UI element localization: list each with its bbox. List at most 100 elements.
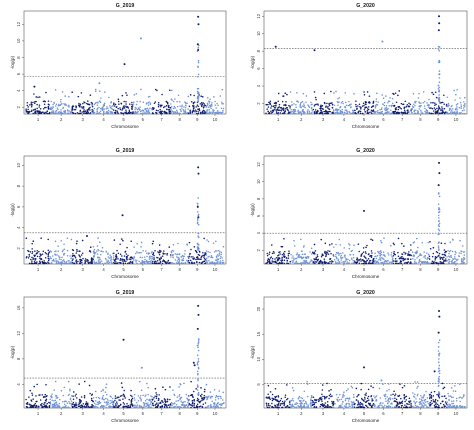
- snp-point: [154, 88, 157, 91]
- snp-point: [274, 104, 276, 107]
- snp-points: [265, 15, 466, 115]
- snp-point: [354, 261, 356, 264]
- snp-point: [111, 262, 113, 265]
- snp-point: [446, 403, 449, 406]
- snp-point: [173, 393, 175, 396]
- snp-point: [401, 386, 404, 389]
- snp-point: [50, 111, 53, 114]
- snp-point: [142, 406, 145, 408]
- snp-point: [217, 111, 219, 113]
- snp-point: [193, 246, 196, 248]
- snp-point: [218, 252, 221, 255]
- snp-point: [194, 110, 196, 113]
- snp-point: [403, 406, 405, 409]
- snp-point: [409, 103, 412, 106]
- snp-point: [332, 402, 335, 404]
- snp-point: [456, 88, 458, 91]
- snp-point: [350, 257, 353, 259]
- snp-point: [184, 406, 186, 408]
- snp-point: [358, 262, 361, 264]
- snp-point: [459, 400, 461, 403]
- snp-point: [428, 255, 431, 258]
- snp-point: [427, 112, 429, 115]
- snp-peak-point: [438, 73, 440, 76]
- snp-point: [406, 105, 408, 108]
- snp-point: [436, 111, 439, 114]
- snp-point: [57, 396, 59, 399]
- snp-point: [414, 393, 416, 396]
- snp-point: [341, 403, 343, 405]
- snp-point: [439, 261, 441, 263]
- snp-point: [286, 262, 288, 264]
- snp-point: [150, 401, 152, 404]
- snp-point: [60, 261, 62, 263]
- snp-point: [117, 258, 119, 260]
- snp-point: [347, 400, 350, 402]
- snp-point: [107, 109, 110, 112]
- snp-point: [148, 258, 151, 260]
- snp-point: [146, 398, 148, 401]
- snp-point: [456, 106, 458, 108]
- snp-point: [390, 251, 393, 254]
- snp-point: [295, 406, 298, 409]
- snp-point: [282, 252, 285, 255]
- snp-point: [426, 258, 428, 260]
- snp-point: [93, 112, 95, 114]
- snp-point: [365, 246, 367, 249]
- snp-point: [366, 259, 368, 261]
- snp-point: [183, 404, 186, 406]
- snp-point: [27, 112, 29, 114]
- snp-point: [305, 95, 308, 97]
- snp-point: [432, 93, 435, 96]
- snp-point: [324, 402, 327, 404]
- snp-point: [41, 402, 43, 405]
- snp-point: [66, 237, 69, 240]
- snp-point: [460, 260, 463, 262]
- snp-point: [362, 251, 365, 253]
- snp-point: [52, 255, 54, 257]
- snp-point: [372, 260, 374, 262]
- snp-point: [361, 252, 364, 255]
- snp-point: [86, 102, 88, 105]
- snp-point: [281, 402, 283, 405]
- snp-point: [364, 256, 366, 258]
- snp-point: [439, 102, 441, 104]
- snp-point: [168, 112, 170, 114]
- snp-point: [64, 262, 66, 265]
- snp-point: [69, 111, 72, 114]
- snp-point: [327, 250, 329, 252]
- snp-point: [303, 390, 306, 392]
- snp-point: [423, 105, 426, 107]
- snp-point: [299, 256, 301, 258]
- snp-point: [116, 406, 118, 409]
- snp-point: [407, 253, 410, 255]
- snp-point: [55, 260, 58, 262]
- snp-point: [382, 97, 385, 100]
- snp-point: [382, 103, 384, 106]
- snp-point: [403, 384, 406, 387]
- snp-point: [200, 262, 202, 264]
- snp-point: [370, 255, 373, 257]
- significant-snp-point: [192, 361, 195, 364]
- snp-point: [449, 241, 452, 244]
- snp-point: [358, 393, 360, 396]
- snp-point: [459, 112, 462, 115]
- snp-point: [57, 245, 59, 247]
- snp-point: [152, 398, 154, 400]
- snp-point: [386, 262, 389, 265]
- snp-point: [313, 403, 315, 406]
- snp-point: [31, 103, 33, 106]
- snp-point: [296, 262, 299, 265]
- snp-point: [57, 112, 59, 115]
- snp-point: [177, 242, 179, 245]
- snp-peak-point: [197, 75, 199, 78]
- snp-point: [275, 109, 277, 111]
- snp-point: [52, 403, 54, 405]
- snp-point: [396, 405, 398, 408]
- snp-point: [59, 398, 61, 401]
- snp-point: [220, 397, 222, 399]
- snp-point: [303, 103, 305, 105]
- snp-point: [440, 108, 442, 110]
- snp-point: [58, 104, 60, 107]
- snp-point: [38, 96, 41, 98]
